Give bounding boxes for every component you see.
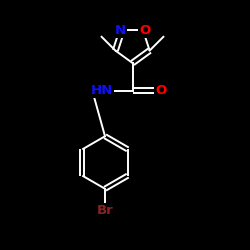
- Text: O: O: [140, 24, 151, 37]
- Text: Br: Br: [96, 204, 114, 217]
- Text: O: O: [155, 84, 166, 97]
- Text: HN: HN: [90, 84, 113, 97]
- Text: N: N: [114, 24, 126, 37]
